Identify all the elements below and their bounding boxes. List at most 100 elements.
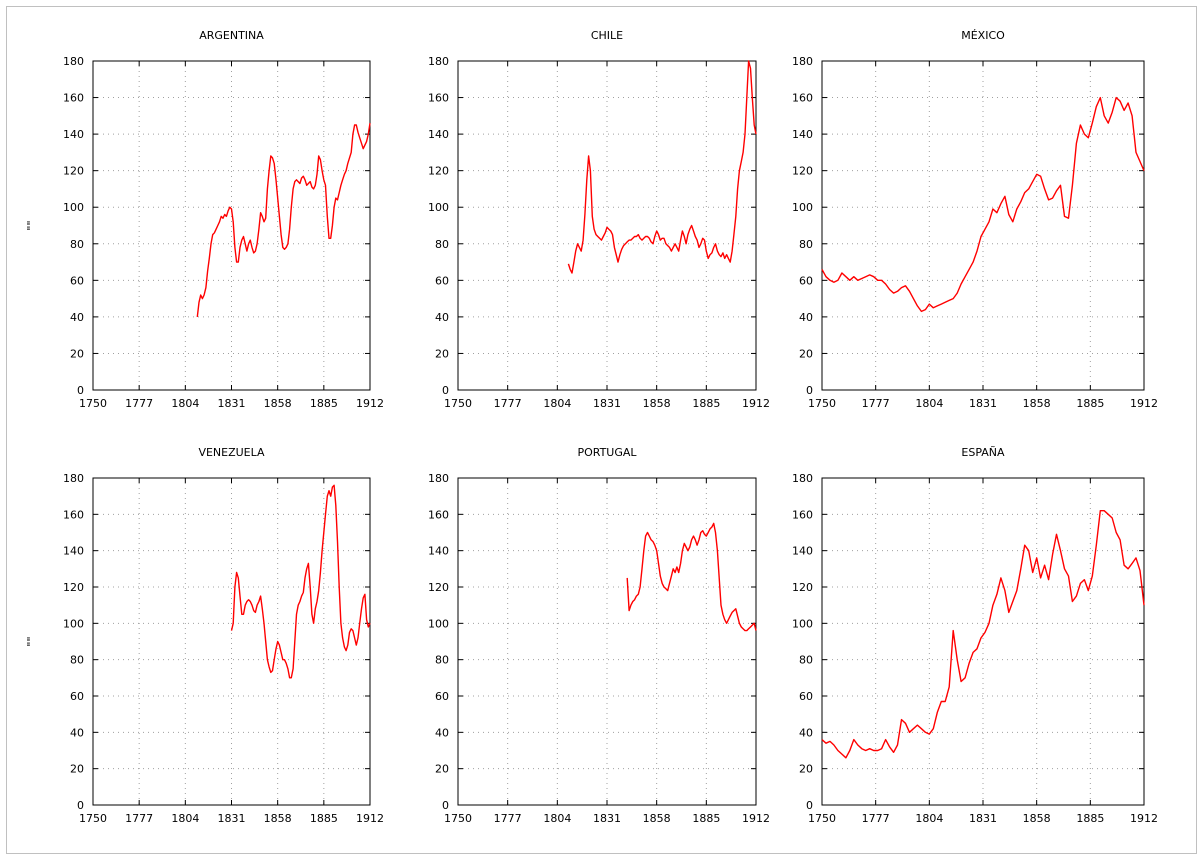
chart-panel-0: 0 20 40 60 80 100 120 140 160 180 1750 1777 1804 1831…	[25, 29, 384, 410]
y-tick-label: 120	[63, 165, 84, 178]
x-tick-label: 1912	[356, 812, 384, 825]
x-tick-label: 1804	[915, 812, 943, 825]
y-tick-label: 20	[70, 763, 84, 776]
chart-panel-3: 0 20 40 60 80 100 120 140 160 180 1750 1777 1804 1831…	[25, 446, 384, 825]
x-tick-label: 1912	[356, 397, 384, 410]
y-tick-label: 40	[799, 726, 813, 739]
series-line	[196, 122, 371, 317]
y-tick-label: 120	[428, 581, 449, 594]
x-tick-label: 1885	[310, 812, 338, 825]
y-tick-label: 60	[70, 690, 84, 703]
y-tick-label: 140	[792, 128, 813, 141]
y-tick-label: 40	[70, 726, 84, 739]
x-tick-label: 1831	[969, 812, 997, 825]
y-tick-label: 120	[63, 581, 84, 594]
x-tick-label: 1777	[494, 397, 522, 410]
y-tick-label: 100	[428, 201, 449, 214]
x-tick-label: 1885	[1076, 812, 1104, 825]
y-tick-label: 180	[428, 55, 449, 68]
x-tick-label: 1912	[742, 812, 770, 825]
y-tick-label: 40	[435, 726, 449, 739]
x-tick-label: 1804	[915, 397, 943, 410]
x-tick-label: 1804	[543, 812, 571, 825]
plot-frame	[457, 477, 757, 806]
x-tick-label: 1858	[643, 397, 671, 410]
y-tick-label: 80	[799, 238, 813, 251]
plot-frame	[821, 60, 1145, 391]
plot-frame	[92, 60, 371, 391]
x-tick-label: 1777	[494, 812, 522, 825]
plot-frame	[457, 60, 757, 391]
x-tick-label: 1858	[1023, 812, 1051, 825]
chart-panel-5: 0 20 40 60 80 100 120 140 160 180 1750 1777 1804 1831…	[792, 446, 1158, 825]
x-tick-label: 1831	[593, 397, 621, 410]
y-tick-label: 20	[435, 347, 449, 360]
chart-title: ESPAÑA	[961, 446, 1005, 459]
y-tick-label: 180	[63, 55, 84, 68]
y-tick-label: 100	[792, 617, 813, 630]
y-tick-label: 180	[63, 472, 84, 485]
x-tick-label: 1777	[862, 397, 890, 410]
y-tick-label: 0	[442, 799, 449, 812]
chart-title: MÉXICO	[961, 29, 1005, 42]
x-tick-label: 1912	[1130, 812, 1158, 825]
x-tick-label: 1750	[444, 397, 472, 410]
chart-title: ARGENTINA	[199, 29, 264, 42]
x-tick-label: 1885	[1076, 397, 1104, 410]
chart-title: VENEZUELA	[198, 446, 265, 459]
y-tick-label: 140	[428, 545, 449, 558]
series-line	[626, 522, 757, 632]
y-tick-label: 60	[435, 690, 449, 703]
x-tick-label: 1831	[218, 397, 246, 410]
series-line	[230, 484, 371, 679]
y-tick-label: 160	[792, 92, 813, 105]
series-line	[821, 96, 1145, 313]
y-tick-label: 100	[63, 201, 84, 214]
y-axis-label: ""	[25, 636, 38, 646]
y-tick-label: 60	[435, 274, 449, 287]
x-tick-label: 1750	[444, 812, 472, 825]
y-tick-label: 60	[70, 274, 84, 287]
y-axis-label: ""	[25, 220, 38, 230]
plot-frame	[821, 477, 1145, 806]
y-tick-label: 20	[435, 763, 449, 776]
x-tick-label: 1804	[543, 397, 571, 410]
y-tick-label: 40	[435, 311, 449, 324]
y-tick-label: 80	[799, 654, 813, 667]
y-tick-label: 20	[70, 347, 84, 360]
y-tick-label: 20	[799, 347, 813, 360]
x-tick-label: 1777	[862, 812, 890, 825]
x-tick-label: 1858	[264, 812, 292, 825]
x-tick-label: 1885	[692, 812, 720, 825]
x-tick-label: 1831	[593, 812, 621, 825]
y-tick-label: 160	[428, 508, 449, 521]
x-tick-label: 1912	[742, 397, 770, 410]
chart-panel-1: 0 20 40 60 80 100 120 140 160 180 1750 1777 1804 1831…	[428, 29, 770, 410]
y-tick-label: 80	[70, 654, 84, 667]
y-tick-label: 80	[435, 238, 449, 251]
y-tick-label: 120	[792, 165, 813, 178]
chart-title: CHILE	[591, 29, 623, 42]
y-tick-label: 80	[435, 654, 449, 667]
y-tick-label: 40	[70, 311, 84, 324]
x-tick-label: 1777	[125, 812, 153, 825]
y-tick-label: 0	[442, 384, 449, 397]
series-line	[567, 60, 757, 274]
plot-frame	[92, 477, 371, 806]
x-tick-label: 1885	[310, 397, 338, 410]
y-tick-label: 140	[792, 545, 813, 558]
y-tick-label: 180	[792, 472, 813, 485]
chart-panel-4: 0 20 40 60 80 100 120 140 160 180 1750 1777 1804 1831…	[428, 446, 770, 825]
series-line	[821, 510, 1145, 759]
y-tick-label: 40	[799, 311, 813, 324]
x-tick-label: 1750	[79, 812, 107, 825]
y-tick-label: 140	[428, 128, 449, 141]
chart-title: PORTUGAL	[577, 446, 637, 459]
x-tick-label: 1912	[1130, 397, 1158, 410]
y-tick-label: 180	[428, 472, 449, 485]
x-tick-label: 1750	[808, 397, 836, 410]
x-tick-label: 1885	[692, 397, 720, 410]
x-tick-label: 1777	[125, 397, 153, 410]
chart-panel-2: 0 20 40 60 80 100 120 140 160 180 1750 1777 1804 1831…	[792, 29, 1158, 410]
